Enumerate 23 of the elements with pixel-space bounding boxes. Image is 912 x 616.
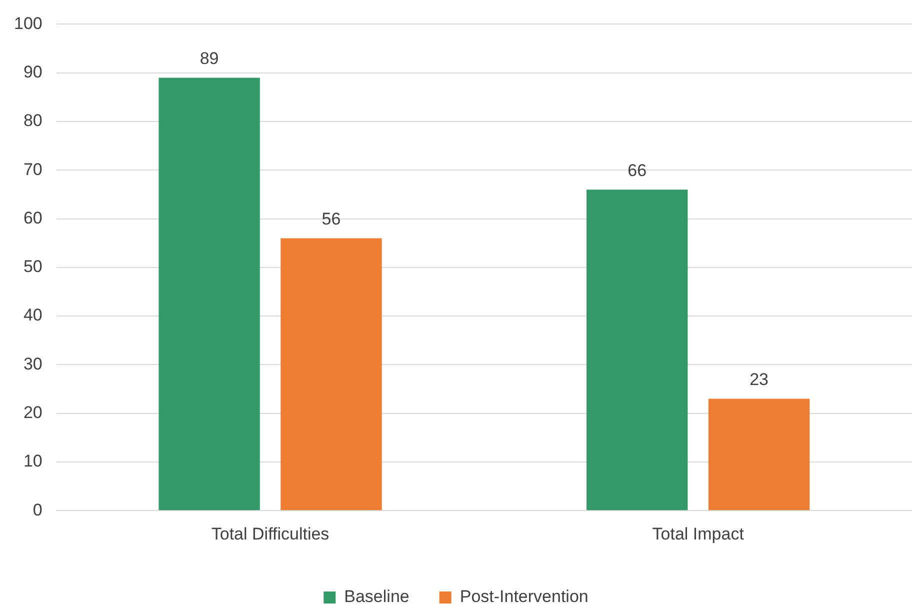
y-tick-label: 80 bbox=[23, 111, 42, 130]
y-tick-label: 90 bbox=[23, 62, 42, 82]
data-label: 23 bbox=[750, 370, 769, 389]
y-tick-label: 50 bbox=[23, 257, 42, 276]
y-tick-label: 0 bbox=[32, 500, 42, 520]
y-tick-label: 70 bbox=[23, 160, 42, 179]
legend-label: Baseline bbox=[344, 587, 410, 606]
data-label: 66 bbox=[628, 160, 647, 180]
legend-label: Post-Intervention bbox=[460, 587, 588, 606]
y-tick-label: 30 bbox=[23, 354, 42, 374]
x-tick-label: Total Impact bbox=[652, 524, 744, 544]
y-tick-label: 10 bbox=[23, 452, 42, 471]
bar bbox=[708, 398, 810, 510]
bar bbox=[586, 190, 688, 510]
bar bbox=[280, 238, 382, 510]
bar bbox=[158, 78, 260, 510]
data-label: 56 bbox=[322, 209, 341, 228]
y-tick-label: 40 bbox=[23, 306, 42, 325]
x-tick-label: Total Difficulties bbox=[211, 524, 330, 544]
y-tick-label: 20 bbox=[23, 403, 42, 422]
y-tick-label: 60 bbox=[23, 208, 42, 228]
y-tick-label: 100 bbox=[14, 14, 42, 33]
data-label: 89 bbox=[200, 48, 219, 68]
